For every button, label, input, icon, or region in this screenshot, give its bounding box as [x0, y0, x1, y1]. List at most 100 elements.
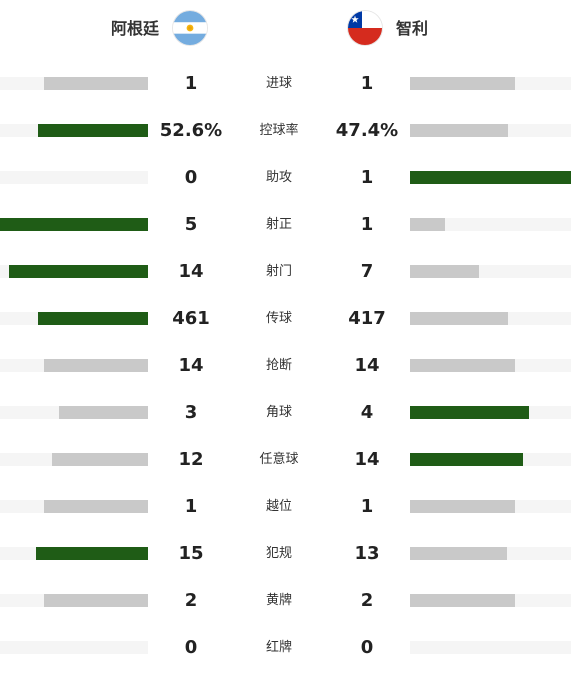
away-bar-track — [410, 359, 571, 372]
away-stat-value: 14 — [354, 449, 380, 470]
away-stat-value: 1 — [360, 73, 374, 94]
stat-row: 14 射门 7 — [0, 248, 571, 295]
away-bar-fill — [410, 171, 571, 184]
away-stat-value: 2 — [360, 590, 374, 611]
home-bar-track — [0, 453, 148, 466]
stat-row: 5 射正 1 — [0, 201, 571, 248]
stat-row: 2 黄牌 2 — [0, 577, 571, 624]
stat-label: 射门 — [265, 264, 292, 279]
stat-row: 1 越位 1 — [0, 483, 571, 530]
home-stat-value: 3 — [184, 402, 198, 423]
home-bar-fill — [44, 359, 148, 372]
away-bar-track — [410, 500, 571, 513]
stat-row: 14 抢断 14 — [0, 342, 571, 389]
away-stat-value: 1 — [360, 496, 374, 517]
away-bar-track — [410, 218, 571, 231]
away-bar-track — [410, 312, 571, 325]
home-stat-value: 1 — [184, 73, 198, 94]
away-stat-value: 0 — [360, 637, 374, 658]
away-bar-track — [410, 265, 571, 278]
home-stat-value: 15 — [178, 543, 204, 564]
stat-label: 黄牌 — [265, 593, 292, 608]
home-bar-fill — [59, 406, 148, 419]
home-bar-track — [0, 124, 148, 137]
stat-row: 52.6% 控球率 47.4% — [0, 107, 571, 154]
match-header: 阿根廷 智利 — [0, 0, 571, 60]
home-bar-track — [0, 547, 148, 560]
home-stat-value: 14 — [178, 355, 204, 376]
away-bar-fill — [410, 500, 515, 513]
stats-table: 1 进球 1 52.6% 控球率 47.4% 0 助攻 1 5 射正 1 14 射门 7 461 传球 417 14… — [0, 60, 571, 671]
away-bar-fill — [410, 547, 507, 560]
home-stat-value: 0 — [184, 167, 198, 188]
home-stat-value: 0 — [184, 637, 198, 658]
home-bar-fill — [44, 77, 148, 90]
away-team-name: 智利 — [396, 19, 429, 38]
away-bar-fill — [410, 359, 515, 372]
away-bar-track — [410, 547, 571, 560]
home-bar-track — [0, 312, 148, 325]
away-stat-value: 417 — [348, 308, 386, 329]
away-bar-fill — [410, 265, 480, 278]
away-bar-fill — [410, 453, 523, 466]
away-stat-value: 1 — [360, 214, 374, 235]
stat-label: 传球 — [265, 311, 292, 326]
away-stat-value: 1 — [360, 167, 374, 188]
stat-row: 12 任意球 14 — [0, 436, 571, 483]
stat-label: 红牌 — [265, 640, 292, 655]
away-stat-value: 13 — [354, 543, 380, 564]
home-stat-value: 52.6% — [159, 120, 223, 141]
away-bar-track — [410, 641, 571, 654]
home-bar-track — [0, 77, 148, 90]
home-stat-value: 5 — [184, 214, 198, 235]
away-bar-fill — [410, 124, 509, 137]
away-bar-fill — [410, 77, 515, 90]
away-stat-value: 14 — [354, 355, 380, 376]
stat-label: 控球率 — [259, 123, 299, 138]
away-bar-fill — [410, 218, 446, 231]
home-bar-fill — [0, 218, 148, 231]
home-bar-track — [0, 594, 148, 607]
home-stat-value: 14 — [178, 261, 204, 282]
home-bar-track — [0, 500, 148, 513]
away-bar-track — [410, 453, 571, 466]
home-bar-fill — [44, 500, 148, 513]
home-stat-value: 2 — [184, 590, 198, 611]
home-bar-track — [0, 641, 148, 654]
away-bar-fill — [410, 312, 509, 325]
argentina-flag-icon — [173, 11, 207, 45]
away-bar-track — [410, 77, 571, 90]
stat-label: 助攻 — [265, 170, 292, 185]
home-bar-track — [0, 171, 148, 184]
stat-row: 1 进球 1 — [0, 60, 571, 107]
stat-label: 角球 — [265, 405, 292, 420]
stat-label: 任意球 — [259, 452, 299, 467]
home-bar-fill — [44, 594, 148, 607]
away-bar-track — [410, 124, 571, 137]
home-bar-fill — [51, 453, 148, 466]
stat-row: 461 传球 417 — [0, 295, 571, 342]
home-stat-value: 12 — [178, 449, 204, 470]
home-bar-fill — [38, 312, 148, 325]
home-bar-track — [0, 406, 148, 419]
away-bar-fill — [410, 406, 530, 419]
home-bar-fill — [8, 265, 148, 278]
stat-row: 3 角球 4 — [0, 389, 571, 436]
chile-flag-icon — [348, 11, 382, 45]
stat-row: 0 红牌 0 — [0, 624, 571, 671]
home-bar-track — [0, 218, 148, 231]
away-stat-value: 4 — [360, 402, 374, 423]
stat-label: 越位 — [265, 499, 292, 514]
home-bar-fill — [35, 547, 148, 560]
stat-row: 0 助攻 1 — [0, 154, 571, 201]
stat-label: 抢断 — [265, 358, 292, 373]
home-bar-track — [0, 359, 148, 372]
home-bar-track — [0, 265, 148, 278]
stat-label: 进球 — [265, 76, 292, 91]
stat-label: 犯规 — [265, 546, 292, 561]
away-stat-value: 47.4% — [335, 120, 399, 141]
stat-label: 射正 — [265, 217, 292, 232]
home-stat-value: 1 — [184, 496, 198, 517]
home-stat-value: 461 — [172, 308, 210, 329]
away-bar-track — [410, 406, 571, 419]
